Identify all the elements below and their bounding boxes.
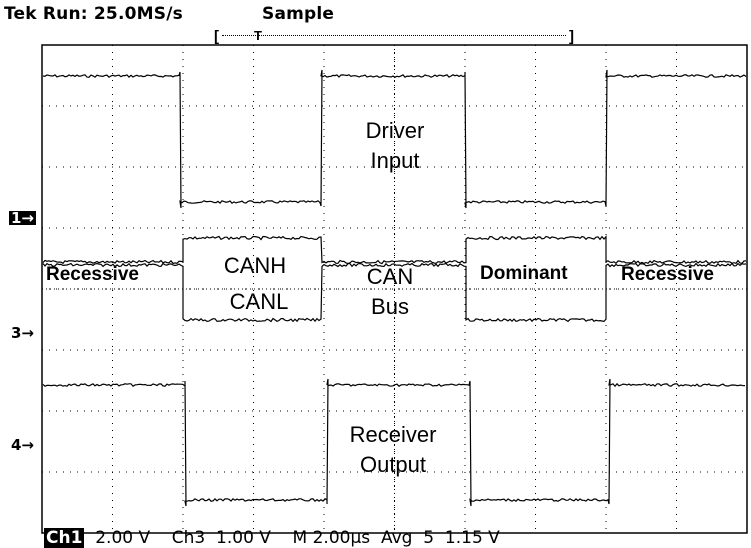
receiver-output-line1: Receiver [349, 422, 437, 447]
ch3-ground-marker: 3→ [11, 324, 35, 342]
run-status: Tek Run: 25.0MS/s [4, 4, 183, 24]
canl-label: CANL [229, 289, 289, 314]
acquisition-mode: Sample [262, 4, 335, 24]
scope-header: Tek Run: 25.0MS/s Sample [4, 4, 334, 64]
can-bus-label: CAN Bus [340, 262, 440, 322]
ch1-readout: Ch1 [44, 528, 85, 548]
scope-status-bar: Ch1 2.00 V Ch3 1.00 V M 2.00µs Avg 5 1.1… [44, 528, 500, 548]
record-bracket-left: [ [214, 28, 219, 45]
ch1-ground-marker: 1→ [9, 209, 37, 227]
can-bus-line1: CAN [366, 264, 414, 289]
recessive-label-left: Recessive [46, 264, 139, 285]
driver-input-line2: Input [370, 148, 420, 173]
graticule [41, 44, 748, 534]
acq-avg-count: 5 [423, 528, 435, 548]
trigger-level: 1.15 V [444, 528, 500, 548]
canh-trace [42, 235, 747, 265]
record-view-bar: [ T ] [214, 28, 574, 45]
receiver-output-line2: Output [359, 452, 427, 477]
dominant-label: Dominant [480, 263, 568, 284]
driver-input-label: Driver Input [340, 116, 450, 176]
trigger-position-marker: T [254, 28, 262, 43]
canh-label: CANH [223, 253, 287, 278]
ch1-scale: 2.00 V [95, 528, 151, 548]
waveform-traces [42, 69, 747, 507]
driver-input-trace [42, 69, 747, 209]
receiver-output-label: Receiver Output [318, 420, 468, 480]
record-bracket-right: ] [569, 28, 574, 45]
timebase-readout: M 2.00µs [292, 528, 371, 548]
recessive-label-right: Recessive [621, 264, 714, 285]
canl-trace [42, 262, 747, 323]
ch4-ground-marker: 4→ [11, 436, 35, 454]
receiver-output-trace [42, 378, 746, 507]
ch3-readout: Ch3 [171, 528, 206, 548]
driver-input-line1: Driver [365, 118, 425, 143]
can-bus-line2: Bus [371, 294, 409, 319]
ch3-scale: 1.00 V [216, 528, 271, 548]
acq-avg: Avg [380, 528, 413, 548]
record-dots [222, 35, 566, 36]
